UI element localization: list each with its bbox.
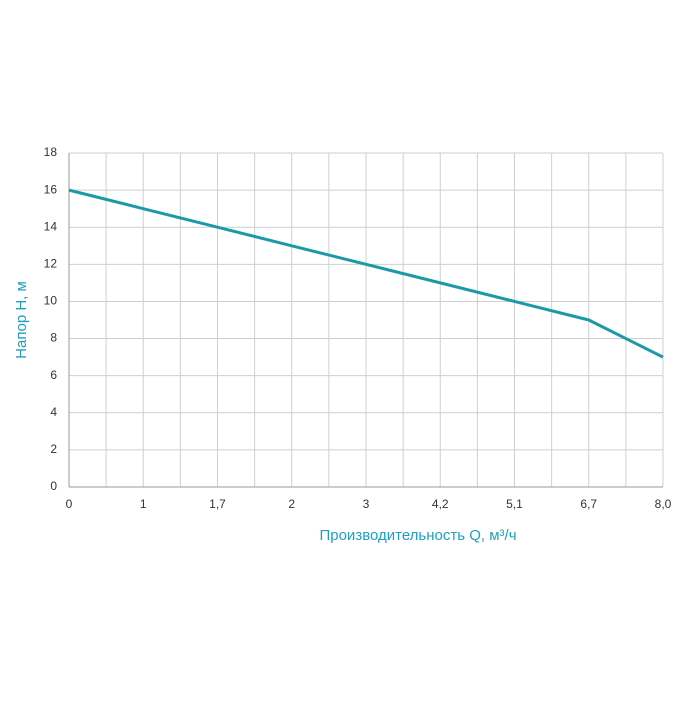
y-tick-label: 2 xyxy=(50,442,57,456)
x-tick-label: 5,1 xyxy=(506,497,523,511)
x-tick-label: 8,0 xyxy=(655,497,672,511)
y-tick-label: 0 xyxy=(50,479,57,493)
y-tick-label: 12 xyxy=(44,257,58,271)
x-tick-label: 3 xyxy=(363,497,370,511)
y-axis-title: Напор H, м xyxy=(13,281,30,359)
y-tick-label: 6 xyxy=(50,368,57,382)
y-tick-label: 10 xyxy=(44,294,58,308)
y-tick-label: 14 xyxy=(44,219,58,233)
x-tick-label: 0 xyxy=(66,497,73,511)
x-tick-label: 1,7 xyxy=(209,497,226,511)
data-line xyxy=(68,188,664,359)
x-axis-title: Производительность Q, м³/ч xyxy=(319,527,516,544)
y-tick-label: 16 xyxy=(44,182,58,196)
y-tick-label: 18 xyxy=(44,145,58,159)
x-tick-label: 6,7 xyxy=(580,497,597,511)
x-tick-label: 2 xyxy=(288,497,295,511)
y-tick-label: 4 xyxy=(50,405,57,419)
x-tick-label: 4,2 xyxy=(432,497,449,511)
x-tick-label: 1 xyxy=(140,497,147,511)
y-tick-label: 8 xyxy=(50,331,57,345)
